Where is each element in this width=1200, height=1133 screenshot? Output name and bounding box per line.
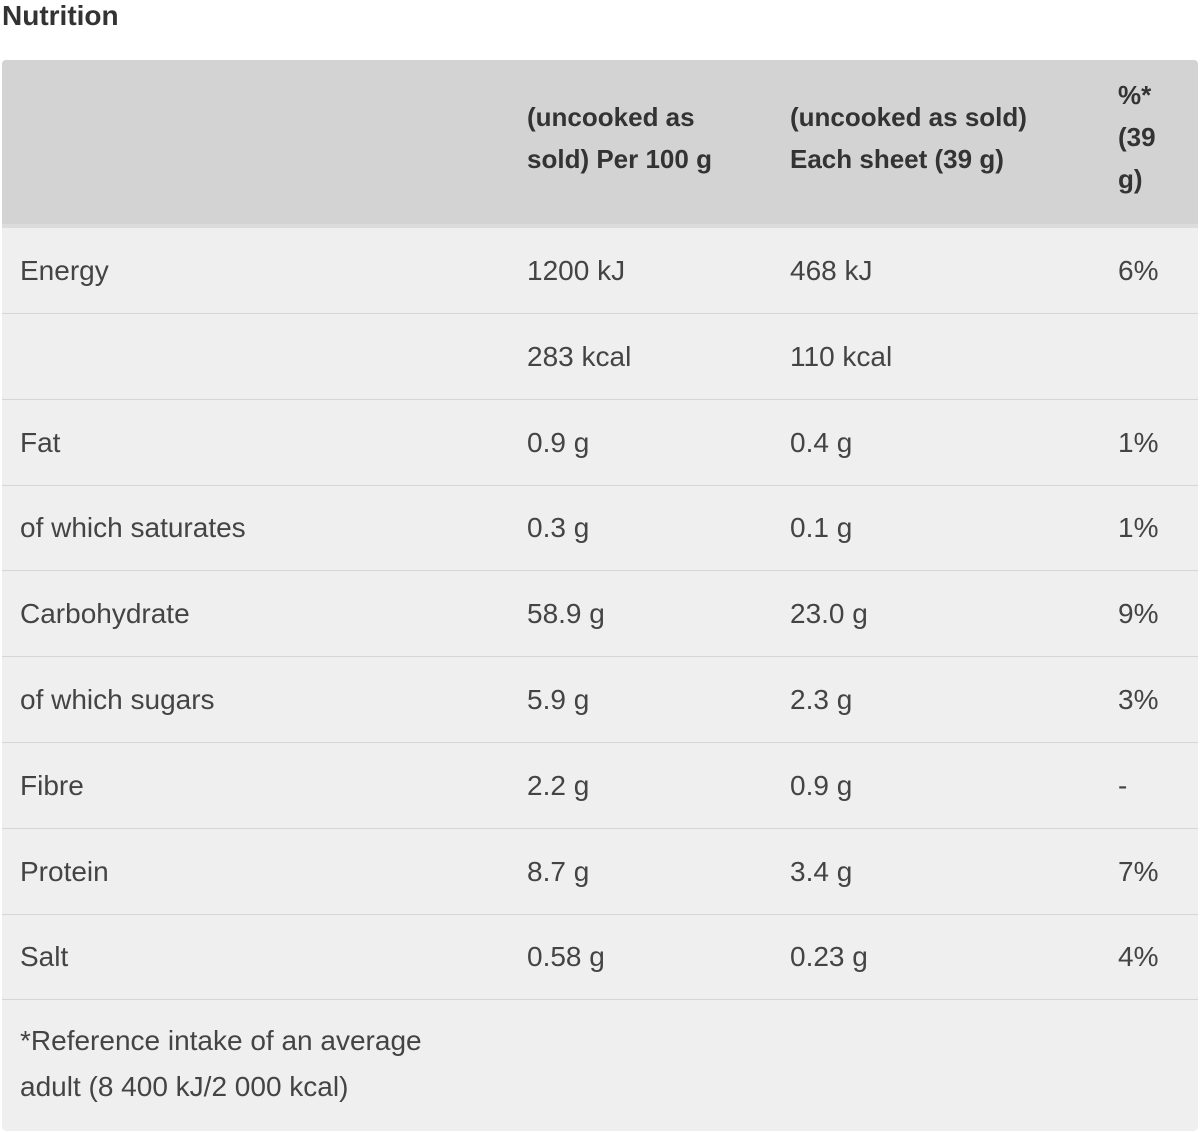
table-header: (uncooked as sold) Per 100 g (uncooked a… xyxy=(2,60,1198,228)
table-cell: Carbohydrate xyxy=(20,598,190,630)
table-cell: 0.9 g xyxy=(527,426,590,458)
table-cell: of which sugars xyxy=(20,684,215,715)
table-cell: Protein xyxy=(20,855,109,887)
table-cell: 23.0 g xyxy=(790,598,868,630)
table-row: Salt 0.58 g 0.23 g 4% xyxy=(2,914,1198,1001)
header-cell: %* (39 g) xyxy=(1118,80,1156,194)
table-cell: 0.4 g xyxy=(790,426,853,458)
table-cell: of which saturates xyxy=(20,512,246,544)
table-cell: 6% xyxy=(1118,255,1159,286)
table-cell: 468 kJ xyxy=(790,255,873,286)
table-row: of which saturates 0.3 g 0.1 g 1% xyxy=(2,485,1198,572)
table-cell: 5.9 g xyxy=(527,684,590,715)
table-row: 283 kcal 110 kcal xyxy=(2,314,1198,400)
table-cell: 0.9 g xyxy=(790,769,853,801)
table-cell: 9% xyxy=(1118,598,1159,630)
table-cell: 0.58 g xyxy=(527,941,605,973)
table-cell: 58.9 g xyxy=(527,598,605,630)
table-cell: 2.2 g xyxy=(527,769,590,801)
table-cell: 1% xyxy=(1118,512,1159,544)
section-title: Nutrition xyxy=(2,0,119,31)
table-cell: 110 kcal xyxy=(790,340,893,372)
table-row: Energy 1200 kJ 468 kJ 6% xyxy=(2,228,1198,314)
table-cell: 0.1 g xyxy=(790,512,853,544)
table-row: Fat 0.9 g 0.4 g 1% xyxy=(2,400,1198,486)
table-row: Carbohydrate 58.9 g 23.0 g 9% xyxy=(2,571,1198,658)
table-cell: 3% xyxy=(1118,684,1159,715)
table-row: Fibre 2.2 g 0.9 g - xyxy=(2,743,1198,829)
footnote: *Reference intake of an average adult (8… xyxy=(20,1025,422,1102)
table-cell: 0.3 g xyxy=(527,512,590,544)
header-cell: (uncooked as sold) Per 100 g xyxy=(527,102,712,174)
table-cell: Salt xyxy=(20,941,69,973)
table-row: of which sugars 5.9 g 2.3 g 3% xyxy=(2,657,1198,743)
nutrition-table: (uncooked as sold) Per 100 g (uncooked a… xyxy=(2,60,1198,1131)
table-cell: 1% xyxy=(1118,426,1159,458)
table-cell: Energy xyxy=(20,255,109,286)
table-cell: Fibre xyxy=(20,769,84,801)
table-cell: 1200 kJ xyxy=(527,255,626,286)
table-cell: 2.3 g xyxy=(790,684,853,715)
header-cell: (uncooked as sold) Each sheet (39 g) xyxy=(790,102,1027,174)
table-cell: 0.23 g xyxy=(790,941,868,973)
table-cell: 4% xyxy=(1118,941,1159,973)
table-cell: 7% xyxy=(1118,855,1159,887)
table-row: Protein 8.7 g 3.4 g 7% xyxy=(2,829,1198,915)
table-cell: 283 kcal xyxy=(527,340,632,372)
table-cell: Fat xyxy=(20,426,61,458)
table-cell: - xyxy=(1118,769,1128,801)
table-cell: 8.7 g xyxy=(527,855,590,887)
table-cell: 3.4 g xyxy=(790,855,853,887)
